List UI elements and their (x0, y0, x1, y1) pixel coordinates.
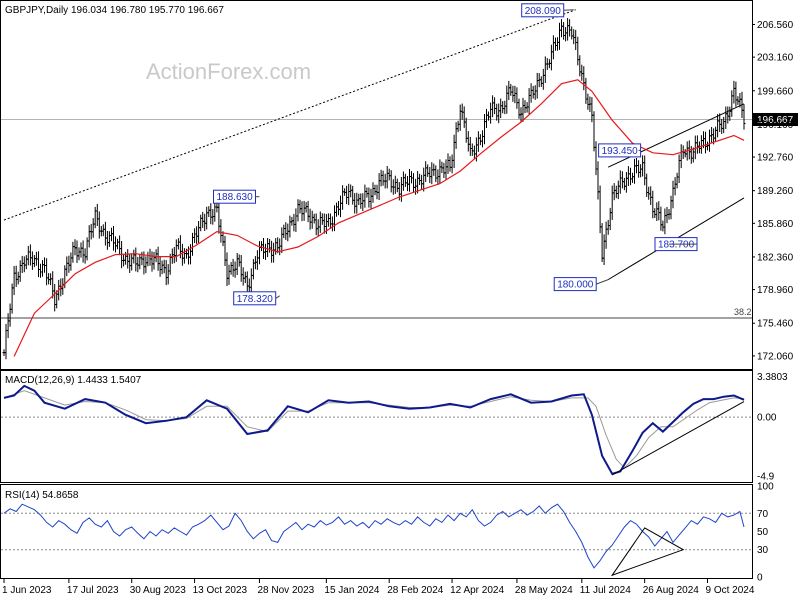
rsi-tick-label: 70 (757, 509, 769, 520)
x-tick-label: 28 Feb 2024 (387, 585, 444, 596)
rsi-tick-label: 100 (757, 482, 774, 493)
price-header: GBPJPY,Daily 196.034 196.780 195.770 196… (5, 5, 224, 16)
x-tick-label: 15 Jan 2024 (324, 585, 379, 596)
price-tick-label: 175.460 (757, 319, 794, 330)
x-tick-label: 9 Oct 2024 (706, 585, 755, 596)
x-tick-label: 12 Apr 2024 (450, 585, 504, 596)
annotation-label: 208.090 (525, 6, 562, 17)
macd-trendline (611, 401, 745, 476)
x-tick-label: 28 May 2024 (515, 585, 573, 596)
macd-tick-label: -4.9 (757, 472, 775, 483)
x-tick-label: 30 Aug 2023 (130, 585, 187, 596)
macd-line (3, 384, 745, 475)
x-tick-label: 28 Nov 2023 (258, 585, 315, 596)
x-tick-label: 11 Jul 2024 (580, 585, 631, 596)
macd-tick-label: 0.00 (757, 413, 777, 424)
x-tick-label: 26 Aug 2024 (643, 585, 700, 596)
rsi-panel-frame (0, 484, 753, 579)
price-tick-label: 199.660 (757, 86, 794, 97)
annotation-label: 180.000 (557, 280, 594, 291)
rsi-line (3, 503, 745, 569)
rsi-plot (1, 503, 752, 577)
x-tick-label: 1 Jun 2023 (2, 585, 52, 596)
price-tick-label: 189.260 (757, 186, 794, 197)
price-plot: 196.667 38.2 208.090 188.630 178.320 193.450 1… (1, 3, 798, 360)
long-term-trendline (3, 9, 576, 221)
price-tick-label: 192.760 (757, 153, 794, 164)
rsi-tick-label: 0 (757, 573, 763, 584)
current-price-label: 196.667 (757, 115, 794, 126)
current-price-tag (752, 113, 798, 127)
fib-38-2-label: 38.2 (734, 307, 752, 317)
price-tick-label: 172.060 (757, 351, 794, 362)
watermark: ActionForex.com (146, 59, 311, 84)
macd-tick-label: 3.3803 (757, 372, 788, 383)
annotation-leader (563, 9, 574, 11)
x-tick-label: 13 Oct 2023 (193, 585, 248, 596)
rsi-triangle (610, 527, 685, 577)
price-tick-label: 182.360 (757, 253, 794, 264)
price-panel-frame (0, 0, 753, 370)
price-tick-label: 185.860 (757, 219, 794, 230)
rsi-header: RSI(14) 54.8658 (5, 490, 79, 501)
annotation-label: 178.320 (237, 294, 274, 305)
rsi-tick-label: 50 (757, 527, 769, 538)
channel-line (607, 103, 745, 168)
annotation-leader (275, 295, 280, 299)
price-tick-label: 203.160 (757, 53, 794, 64)
rsi-tick-label: 30 (757, 545, 769, 556)
macd-panel-frame (0, 370, 753, 483)
price-tick-label: 206.560 (757, 20, 794, 31)
axes-labels: 206.560 203.160 199.660 196.160 192.760 189.2… (2, 20, 794, 596)
annotation-leader (596, 279, 609, 285)
macd-plot (1, 384, 752, 476)
annotation-label: 183.700 (658, 240, 695, 251)
macd-header: MACD(12,26,9) 1.4433 1.5407 (5, 375, 142, 386)
moving-average-line (13, 79, 745, 357)
price-tick-label: 196.160 (757, 120, 794, 131)
annotation-label: 193.450 (602, 146, 639, 157)
price-tick-label: 178.960 (757, 285, 794, 296)
annotation-label: 188.630 (217, 192, 254, 203)
x-tick-label: 17 Jul 2023 (67, 585, 119, 596)
